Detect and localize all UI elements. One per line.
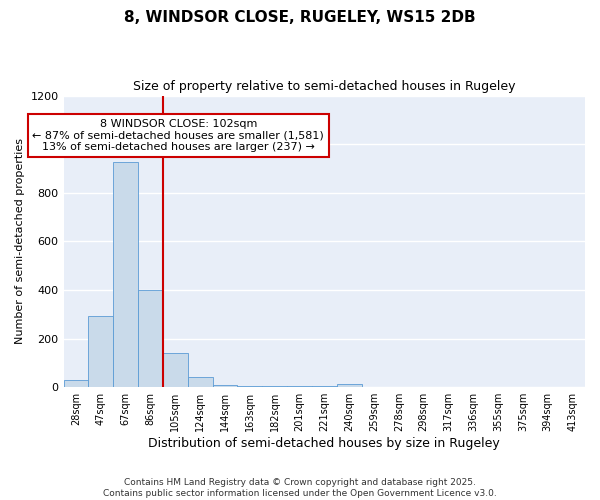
- X-axis label: Distribution of semi-detached houses by size in Rugeley: Distribution of semi-detached houses by …: [148, 437, 500, 450]
- Bar: [188, 377, 212, 387]
- Bar: [287, 386, 312, 387]
- Bar: [163, 353, 188, 387]
- Text: Contains HM Land Registry data © Crown copyright and database right 2025.
Contai: Contains HM Land Registry data © Crown c…: [103, 478, 497, 498]
- Bar: [337, 384, 362, 387]
- Bar: [64, 380, 88, 387]
- Bar: [312, 386, 337, 387]
- Text: 8, WINDSOR CLOSE, RUGELEY, WS15 2DB: 8, WINDSOR CLOSE, RUGELEY, WS15 2DB: [124, 10, 476, 25]
- Bar: [88, 316, 113, 387]
- Bar: [138, 290, 163, 387]
- Bar: [212, 385, 238, 387]
- Bar: [113, 162, 138, 387]
- Bar: [262, 386, 287, 387]
- Title: Size of property relative to semi-detached houses in Rugeley: Size of property relative to semi-detach…: [133, 80, 515, 93]
- Bar: [238, 386, 262, 387]
- Text: 8 WINDSOR CLOSE: 102sqm
← 87% of semi-detached houses are smaller (1,581)
13% of: 8 WINDSOR CLOSE: 102sqm ← 87% of semi-de…: [32, 119, 324, 152]
- Y-axis label: Number of semi-detached properties: Number of semi-detached properties: [15, 138, 25, 344]
